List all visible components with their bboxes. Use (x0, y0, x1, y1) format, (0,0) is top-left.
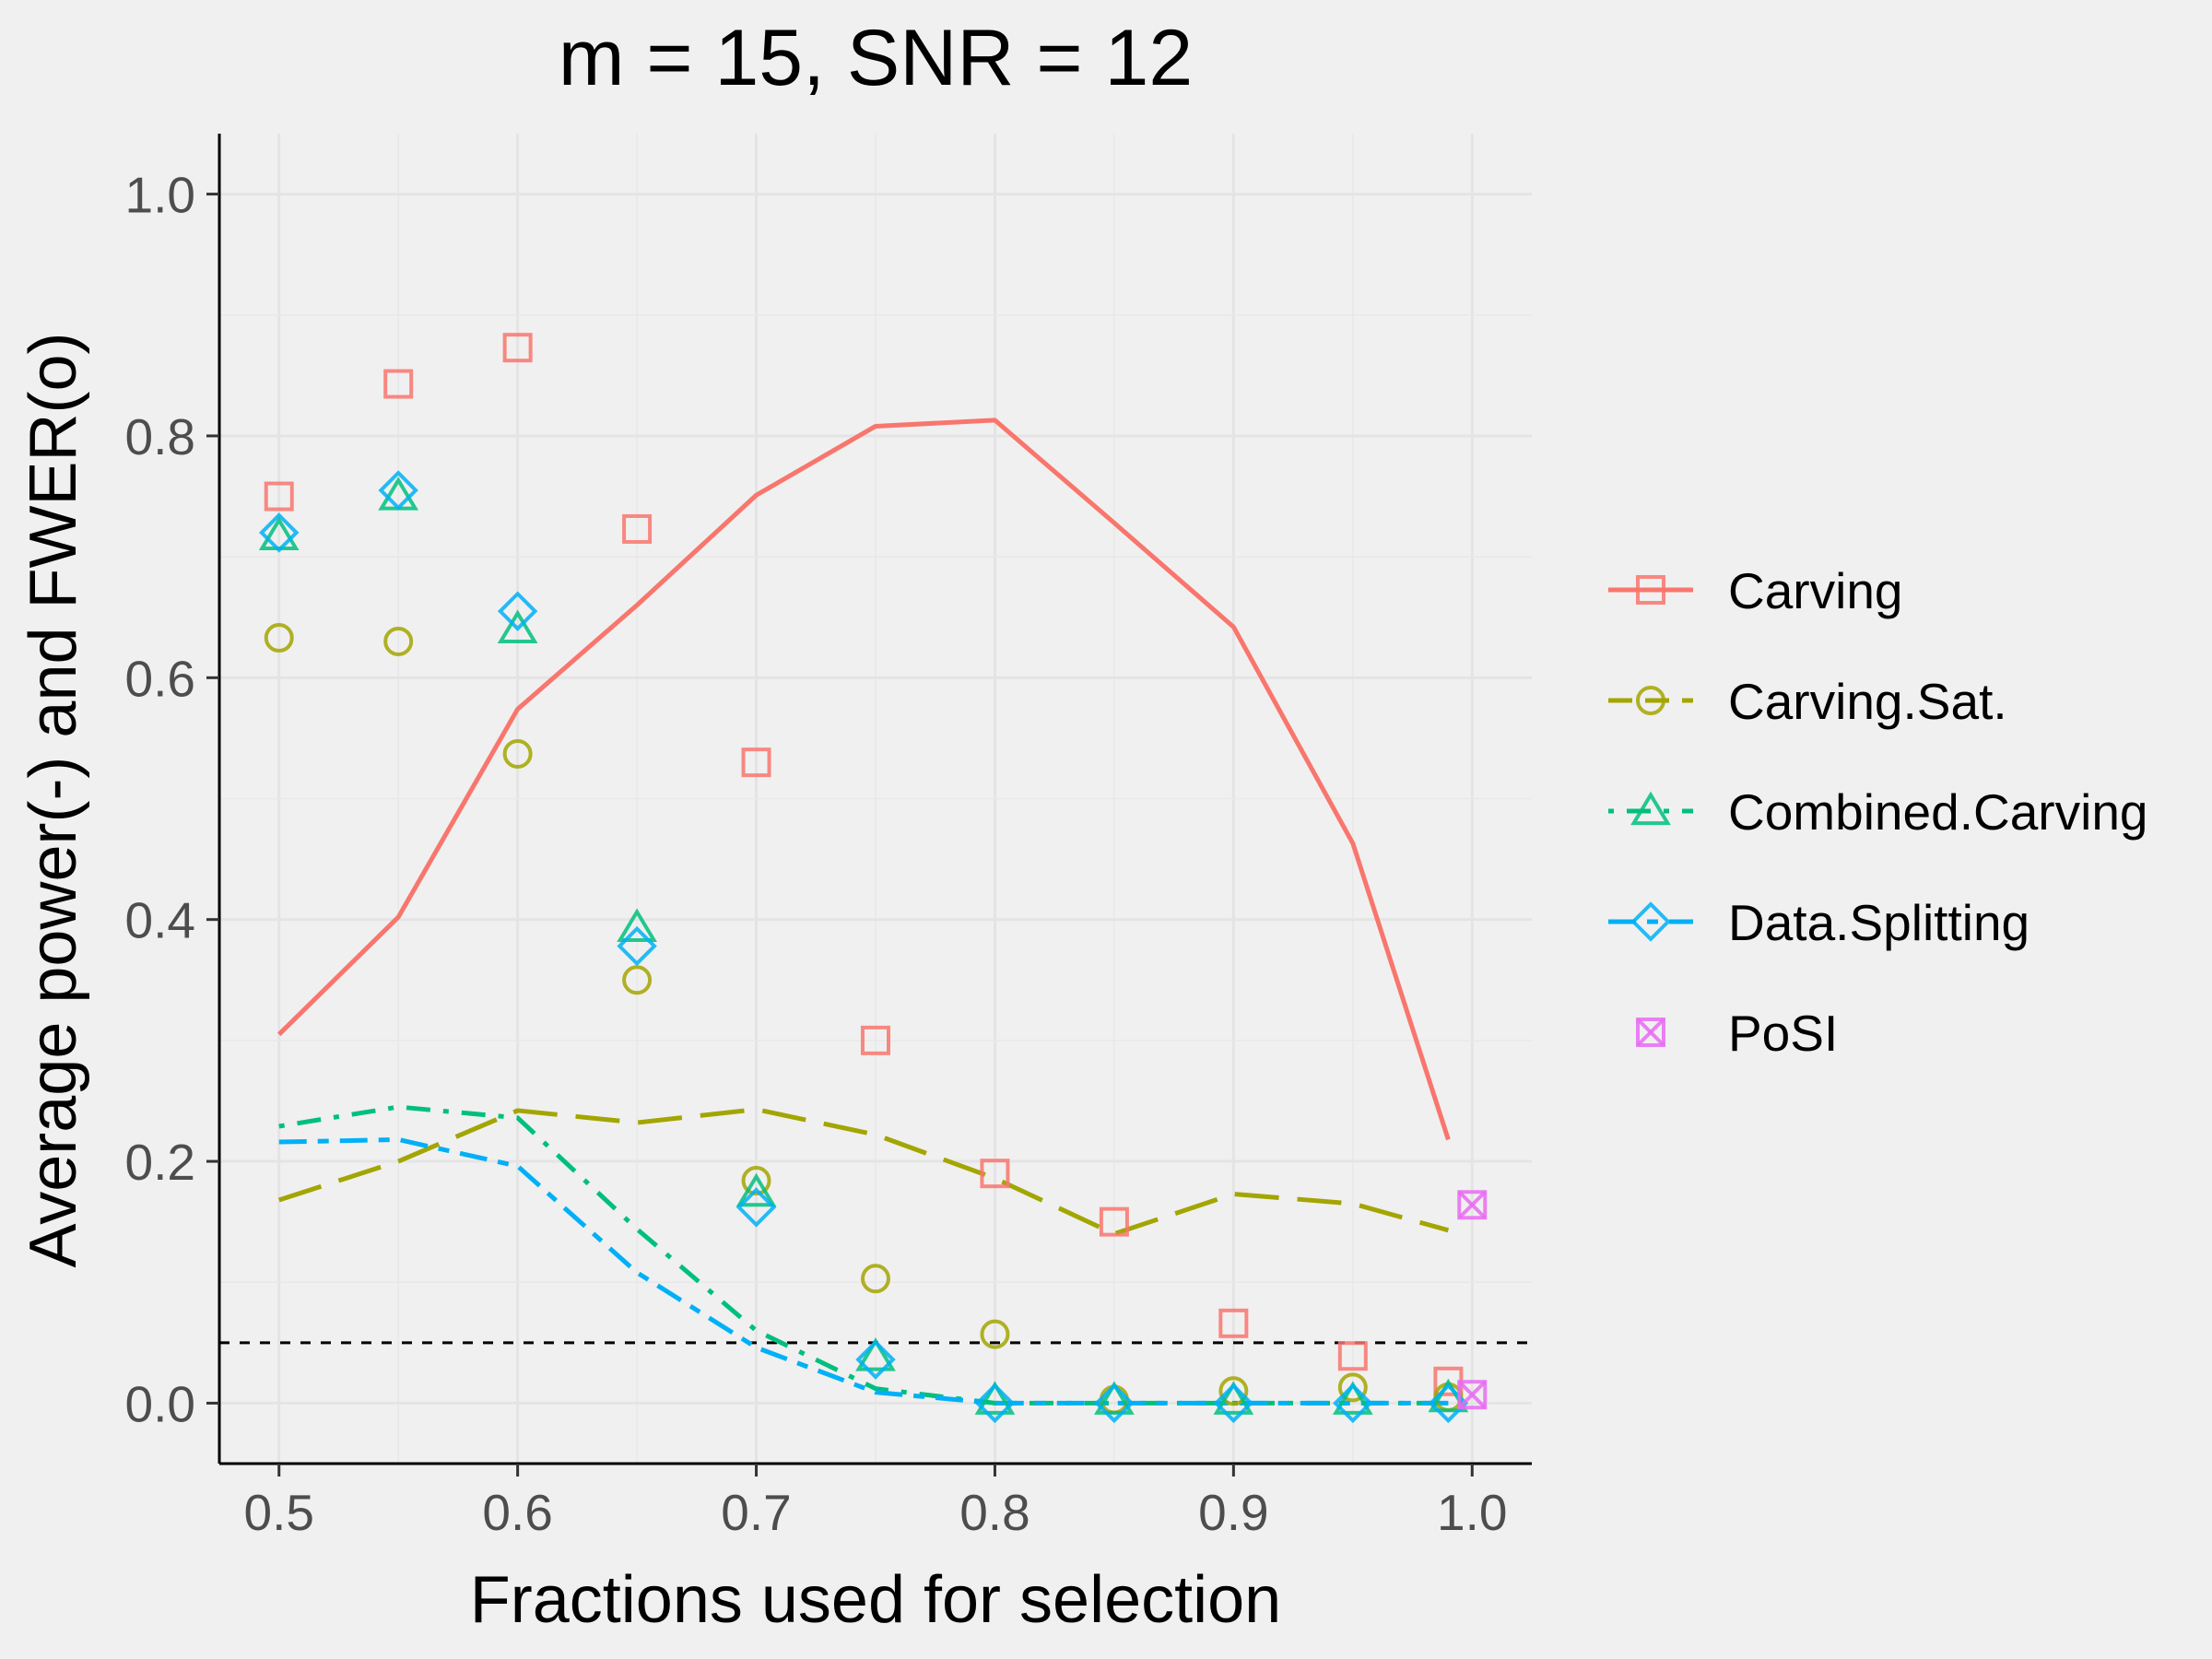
fwer-point-posi-box (1457, 1380, 1488, 1410)
legend-item-carving-sat: Carving.Sat. (1608, 673, 2007, 730)
legend-label: Carving.Sat. (1728, 673, 2007, 730)
y-tick-label: 0.0 (125, 1375, 195, 1432)
fwer-point-combined-carving (617, 908, 657, 942)
power-point-posi (1457, 1190, 1488, 1220)
x-tick-label: 0.6 (482, 1484, 552, 1541)
y-tick-label: 0.8 (125, 408, 195, 465)
x-axis-label: Fractions used for selection (470, 1563, 1281, 1637)
series-points (258, 333, 1488, 1424)
fwer-point-posi-cross-b (1457, 1380, 1487, 1409)
legend-item-carving: Carving (1608, 562, 1903, 619)
grid (219, 134, 1532, 1464)
fwer-point-carving (861, 1025, 890, 1055)
x-tick-label: 0.8 (959, 1484, 1030, 1541)
legend-key-marker (1636, 1018, 1665, 1047)
fwer-point-carving-sat (622, 965, 653, 995)
fwer-point-data-splitting (497, 591, 538, 631)
legend-label: Combined.Carving (1728, 783, 2148, 841)
x-ticks: 0.5 0.6 0.7 0.8 0.9 1.0 (243, 1464, 1508, 1541)
fwer-point-combined-carving (497, 609, 538, 643)
fwer-point-data-splitting (855, 1339, 896, 1380)
fwer-point-posi (1457, 1380, 1488, 1410)
power-point-posi-cross-b (1457, 1190, 1487, 1219)
fwer-point-combined-carving (1094, 1381, 1135, 1415)
fwer-point-data-splitting (974, 1382, 1016, 1424)
power-line-data-splitting (278, 1136, 1449, 1406)
power-line-carving (276, 418, 1451, 1141)
fwer-point-data-splitting (617, 925, 657, 967)
fwer-point-carving (502, 333, 533, 363)
fwer-point-carving (622, 513, 653, 544)
x-tick-label: 0.7 (721, 1484, 791, 1541)
y-tick-label: 0.4 (125, 892, 195, 949)
legend-key-marker-box (1636, 1018, 1665, 1047)
y-axis-label: Average power(-) and FWER(o) (17, 333, 90, 1268)
legend-item-data-splitting: Data.Splitting (1608, 894, 2030, 951)
power-point-posi-box (1457, 1190, 1488, 1220)
legend-label: Carving (1728, 562, 1903, 619)
fwer-point-data-splitting (735, 1187, 777, 1228)
series-lines (276, 418, 1451, 1406)
fwer-point-data-splitting (1094, 1382, 1135, 1424)
legend-label: Data.Splitting (1728, 894, 2030, 951)
y-tick-label: 1.0 (125, 167, 195, 224)
fwer-point-carving-sat (741, 1166, 771, 1196)
x-tick-label: 1.0 (1437, 1484, 1507, 1541)
x-tick-label: 0.5 (243, 1484, 313, 1541)
fwer-point-combined-carving (855, 1337, 896, 1371)
fwer-point-carving-sat (502, 738, 533, 769)
fwer-point-carving (741, 747, 771, 778)
legend: Carving Carving.Sat. Combined.Carving Data.… (1608, 562, 2148, 1062)
legend-item-posi: PoSI (1636, 1005, 1838, 1062)
fwer-point-data-splitting (1333, 1382, 1373, 1424)
chart-title: m = 15, SNR = 12 (559, 14, 1193, 102)
legend-key-marker (1636, 575, 1665, 605)
legend-key-marker-cross-b (1636, 1018, 1665, 1047)
fwer-point-carving-sat (861, 1264, 890, 1294)
power-line-carving-sat (277, 1107, 1450, 1237)
y-ticks: 0.0 0.2 0.4 0.6 0.8 1.0 (125, 167, 219, 1432)
fwer-point-data-splitting (258, 512, 300, 553)
fwer-point-carving-sat (980, 1319, 1010, 1349)
fwer-point-carving-sat (1218, 1376, 1249, 1406)
fwer-point-carving-sat (1337, 1372, 1368, 1403)
fwer-point-carving (1099, 1206, 1129, 1237)
fwer-point-carving-sat (264, 623, 294, 653)
x-tick-label: 0.9 (1198, 1484, 1268, 1541)
fwer-point-combined-carving (1213, 1381, 1254, 1415)
y-tick-label: 0.2 (125, 1134, 195, 1191)
fwer-point-data-splitting (1213, 1382, 1254, 1424)
legend-label: PoSI (1728, 1005, 1838, 1062)
fwer-point-combined-carving (974, 1381, 1016, 1415)
legend-key-marker (1630, 901, 1671, 942)
fwer-point-combined-carving (735, 1172, 777, 1207)
fwer-point-carving (980, 1159, 1010, 1189)
fwer-point-carving (1337, 1341, 1368, 1371)
y-tick-label: 0.6 (125, 650, 195, 707)
power-line-combined-carving (278, 1104, 1449, 1406)
fwer-point-carving-sat (383, 626, 414, 656)
fwer-point-combined-carving (1332, 1381, 1373, 1415)
axes (218, 134, 1532, 1465)
fwer-point-carving (1218, 1308, 1249, 1338)
legend-key-marker (1630, 791, 1671, 826)
fwer-point-carving (264, 481, 294, 512)
fwer-point-data-splitting (378, 470, 418, 511)
fwer-point-carving (383, 369, 414, 399)
legend-item-combined-carving: Combined.Carving (1608, 783, 2148, 841)
legend-key-marker (1636, 686, 1665, 715)
